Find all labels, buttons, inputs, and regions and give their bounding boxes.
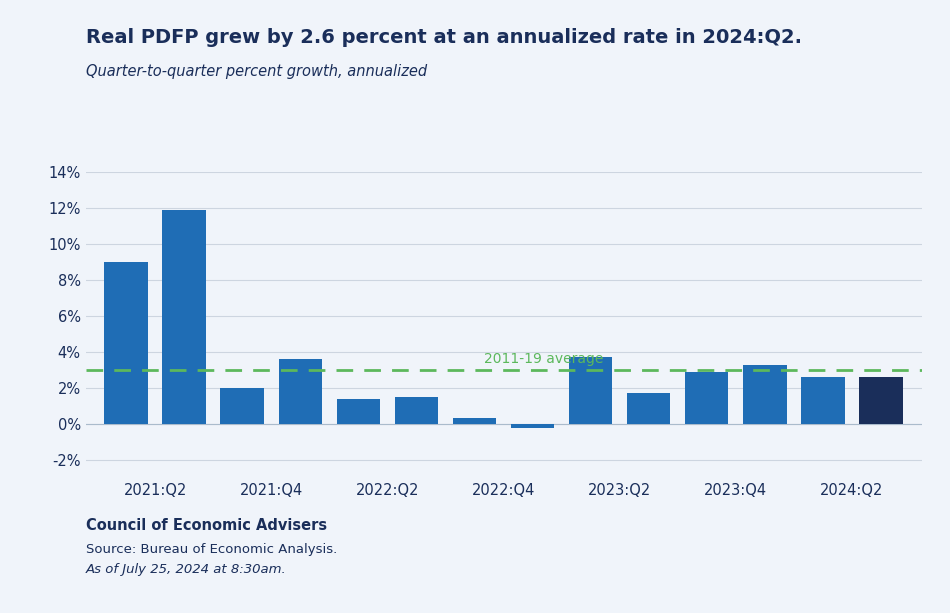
Bar xyxy=(336,399,380,424)
Bar xyxy=(685,371,729,424)
Bar xyxy=(801,377,845,424)
Text: Source: Bureau of Economic Analysis.: Source: Bureau of Economic Analysis. xyxy=(86,543,336,555)
Bar xyxy=(162,210,206,424)
Bar xyxy=(511,424,554,428)
Bar xyxy=(627,392,671,424)
Bar xyxy=(220,388,264,424)
Text: Real PDFP grew by 2.6 percent at an annualized rate in 2024:Q2.: Real PDFP grew by 2.6 percent at an annu… xyxy=(86,28,802,47)
Bar xyxy=(394,397,438,424)
Bar xyxy=(859,377,902,424)
Bar xyxy=(453,417,496,424)
Bar xyxy=(104,262,148,424)
Text: Council of Economic Advisers: Council of Economic Advisers xyxy=(86,518,327,533)
Text: 2011-19 average: 2011-19 average xyxy=(484,352,604,366)
Text: Quarter-to-quarter percent growth, annualized: Quarter-to-quarter percent growth, annua… xyxy=(86,64,427,79)
Text: As of July 25, 2024 at 8:30am.: As of July 25, 2024 at 8:30am. xyxy=(86,563,286,576)
Bar xyxy=(278,359,322,424)
Bar xyxy=(569,357,613,424)
Bar xyxy=(743,365,787,424)
